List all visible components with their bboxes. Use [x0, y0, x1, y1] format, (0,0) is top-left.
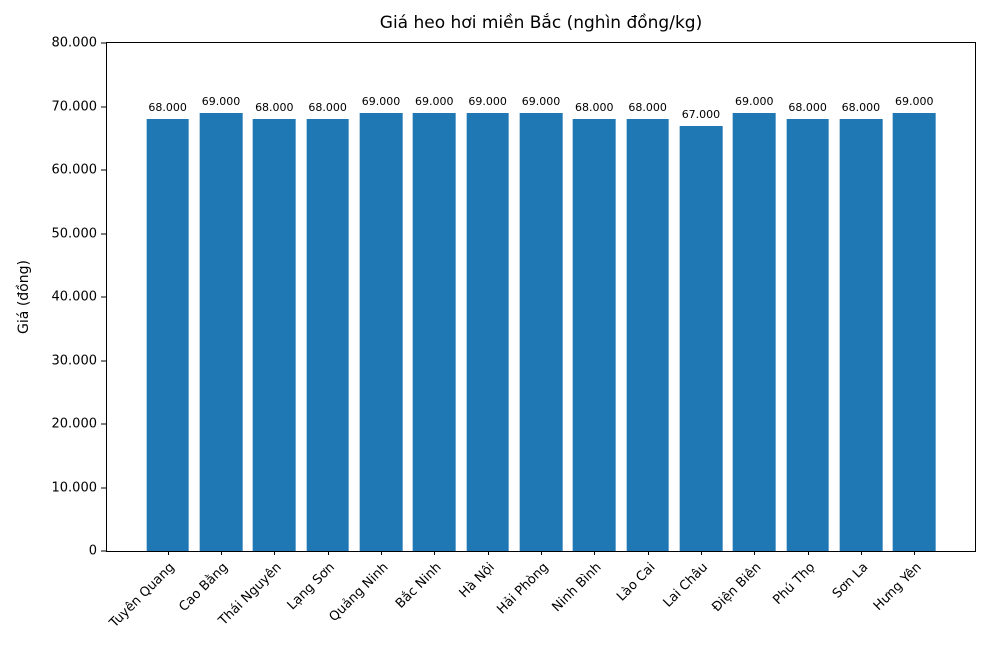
y-tick-label: 50.000	[51, 226, 98, 241]
bar-value-label: 68.000	[788, 101, 827, 115]
bar-value-label: 68.000	[148, 101, 187, 115]
x-tick-label: Hưng Yên	[871, 560, 925, 614]
x-tick-mark	[540, 551, 542, 555]
y-tick-label: 80.000	[51, 35, 98, 51]
bar	[412, 112, 456, 551]
bar	[359, 112, 403, 551]
bar-slot: 69.000 Quảng Ninh	[327, 43, 407, 625]
bar-value-label: 67.000	[681, 107, 721, 121]
x-tick-mark	[274, 551, 276, 555]
x-tick-label: Hải Phòng	[494, 560, 552, 618]
bar	[626, 119, 669, 551]
x-tick-label: Cao Bằng	[176, 560, 232, 615]
bar	[519, 112, 563, 551]
bar	[892, 112, 936, 551]
bar-slot: 67.000 Lai Châu	[661, 43, 727, 611]
y-tick-mark	[101, 296, 107, 298]
y-tick-label: 20.000	[51, 416, 98, 432]
chart-title: Giá heo hơi miền Bắc (nghìn đồng/kg)	[379, 13, 703, 33]
x-tick-mark	[434, 551, 436, 555]
x-tick-label: Điện Biên	[709, 560, 765, 616]
x-tick-label: Hà Nội	[457, 560, 499, 602]
x-tick-mark	[860, 551, 862, 555]
y-tick-label: 10.000	[51, 480, 98, 495]
x-tick-mark	[487, 551, 489, 555]
bar	[732, 112, 776, 551]
x-tick-mark	[380, 551, 382, 555]
plot-area: 0 10.000 20.000 30.000 40.000 50.000 60.000 70.…	[52, 36, 976, 631]
y-tick-label: 30.000	[51, 353, 98, 368]
bar	[199, 112, 243, 551]
bar	[572, 119, 616, 551]
x-tick-label: Tuyên Quang	[107, 560, 179, 631]
y-tick-label: 40.000	[51, 289, 98, 305]
x-tick-mark	[914, 551, 916, 555]
bar	[839, 119, 883, 551]
bars-container: 68.000 Tuyên Quang 69.000 Cao Bằng 68.000 Thá…	[107, 43, 975, 631]
y-tick-mark	[101, 42, 107, 44]
bar-value-label: 69.000	[361, 94, 401, 108]
bar-slot: 69.000 Hà Nội	[457, 43, 514, 601]
bar-value-label: 68.000	[841, 101, 881, 115]
bar-value-label: 68.000	[575, 101, 614, 115]
y-tick-mark	[101, 106, 107, 107]
x-tick-label: Sơn La	[829, 560, 872, 602]
bar-value-label: 69.000	[735, 94, 774, 108]
bar	[466, 112, 509, 551]
bar-slot: 69.000 Cao Bằng	[177, 43, 247, 615]
y-tick-mark	[101, 423, 107, 425]
bar-slot: 69.000 Hưng Yên	[871, 43, 941, 614]
bar-value-label: 68.000	[628, 101, 667, 115]
y-tick-mark	[101, 550, 107, 552]
y-tick-label: 0	[88, 543, 97, 559]
y-tick-label: 60.000	[51, 162, 98, 178]
x-tick-label: Ninh Bình	[549, 560, 605, 616]
x-tick-label: Lai Châu	[661, 560, 712, 611]
bar-value-label: 69.000	[415, 94, 454, 108]
x-tick-label: Phú Thọ	[770, 560, 819, 608]
x-tick-mark	[327, 551, 329, 555]
x-tick-mark	[167, 551, 169, 555]
bar-slot: 68.000 Tuyên Quang	[107, 43, 194, 631]
x-tick-mark	[220, 551, 222, 555]
bar-slot: 68.000 Thái Nguyên	[216, 43, 301, 629]
x-tick-mark	[647, 551, 649, 555]
y-tick-mark	[101, 487, 107, 488]
bar-value-label: 68.000	[308, 101, 347, 115]
bar	[146, 119, 189, 551]
bar	[679, 125, 723, 551]
bar	[306, 119, 349, 551]
x-tick-label: Lạng Sơn	[285, 560, 339, 614]
x-tick-mark	[807, 551, 809, 555]
x-tick-label: Bắc Ninh	[393, 560, 445, 612]
y-axis-label: Giá (đồng)	[16, 260, 32, 334]
bar-value-label: 69.000	[468, 94, 507, 108]
bar-slot: 69.000 Điện Biên	[710, 43, 781, 615]
bar-slot: 68.000 Sơn La	[830, 43, 887, 602]
x-tick-label: Lào Cai	[613, 560, 659, 605]
bar	[252, 119, 296, 551]
y-tick-label: 70.000	[51, 99, 98, 114]
x-tick-mark	[700, 551, 702, 555]
bar-slot: 68.000 Lạng Sơn	[285, 43, 354, 613]
bar-value-label: 69.000	[201, 94, 241, 108]
x-tick-mark	[594, 551, 596, 555]
bar-slot: 68.000 Lào Cai	[614, 43, 674, 605]
bar-slot: 68.000 Phú Thọ	[770, 43, 834, 608]
bar-slot: 68.000 Ninh Bình	[550, 43, 621, 615]
y-tick-mark	[101, 360, 107, 361]
y-tick-mark	[101, 169, 107, 171]
bar-value-label: 69.000	[521, 94, 561, 108]
bar-slot: 69.000 Bắc Ninh	[393, 43, 461, 612]
bar-value-label: 69.000	[895, 94, 934, 108]
x-tick-mark	[754, 551, 756, 555]
bar	[786, 119, 829, 551]
bar-value-label: 68.000	[255, 101, 294, 115]
bar-slot: 69.000 Hải Phòng	[494, 43, 567, 617]
y-tick-mark	[101, 233, 107, 234]
